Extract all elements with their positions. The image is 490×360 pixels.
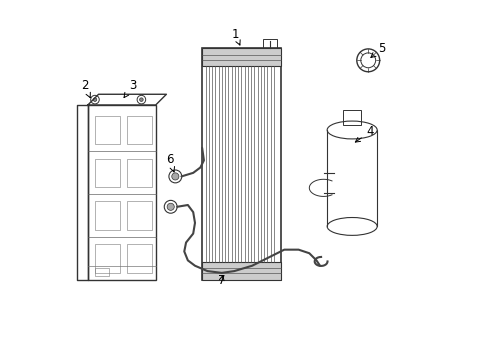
Text: 4: 4 — [355, 125, 374, 142]
Bar — [202, 262, 281, 280]
Text: 2: 2 — [81, 79, 90, 98]
Bar — [127, 116, 152, 144]
Circle shape — [93, 98, 97, 102]
Bar — [88, 105, 156, 280]
Circle shape — [172, 173, 179, 180]
Text: 7: 7 — [218, 274, 225, 287]
Bar — [127, 202, 152, 230]
Bar — [95, 202, 120, 230]
Text: 3: 3 — [124, 79, 136, 98]
Bar — [343, 111, 361, 125]
Circle shape — [167, 203, 174, 210]
Text: 5: 5 — [371, 42, 385, 58]
Bar — [127, 158, 152, 187]
Bar — [127, 244, 152, 273]
Ellipse shape — [327, 121, 377, 139]
Bar — [202, 48, 281, 280]
Bar — [95, 244, 120, 273]
Text: 1: 1 — [231, 28, 240, 45]
Bar — [95, 116, 120, 144]
Text: 6: 6 — [166, 153, 174, 172]
Circle shape — [140, 98, 143, 102]
Bar — [95, 158, 120, 187]
Bar — [263, 39, 277, 48]
Ellipse shape — [327, 217, 377, 235]
Bar — [202, 48, 281, 66]
Bar — [95, 267, 109, 276]
